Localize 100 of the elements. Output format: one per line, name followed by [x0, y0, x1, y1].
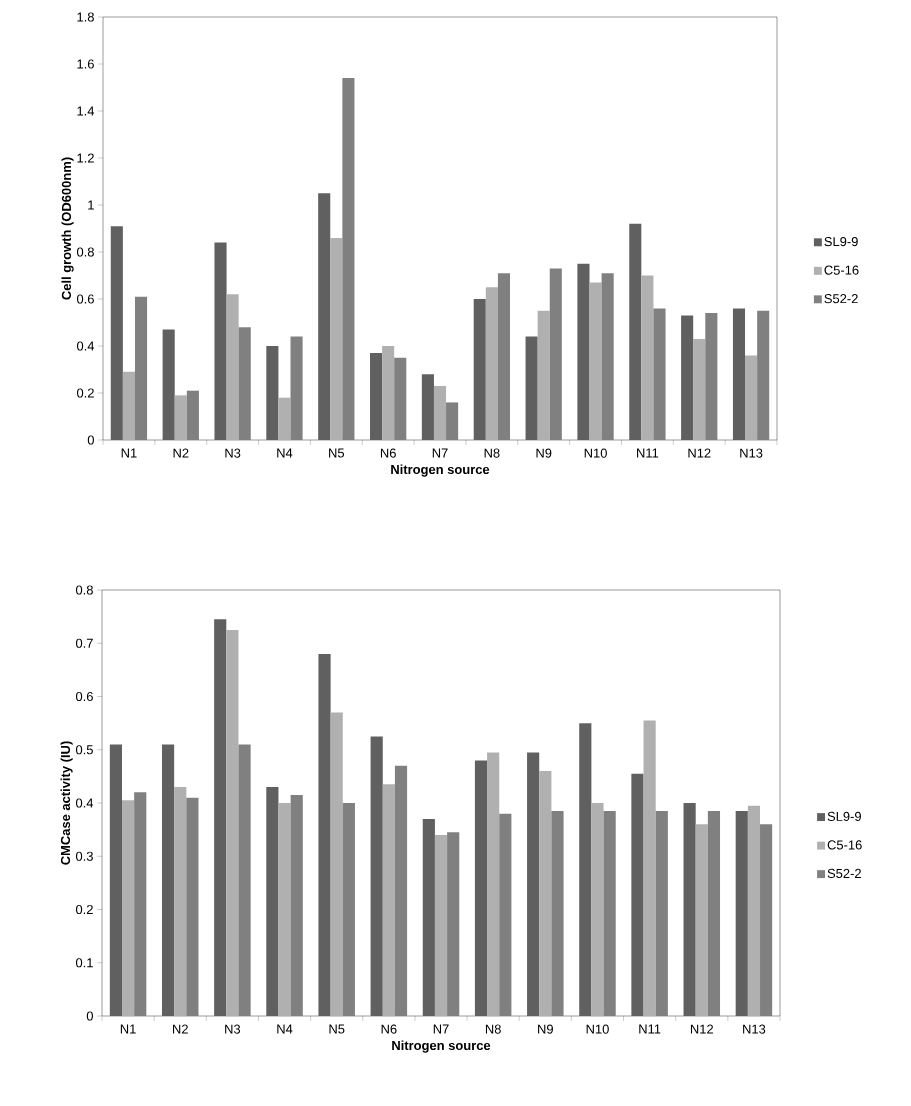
- bar: [760, 824, 773, 1016]
- bar: [447, 832, 460, 1016]
- x-tick-label: N10: [584, 448, 607, 458]
- bar: [186, 797, 199, 1016]
- bar: [485, 287, 498, 440]
- bar: [705, 313, 718, 440]
- bar: [382, 346, 395, 440]
- x-tick-label: N2: [173, 1024, 188, 1034]
- bar: [214, 242, 227, 440]
- y-tick-label: 0.6: [75, 691, 93, 702]
- bar: [370, 353, 383, 440]
- bar: [732, 308, 746, 440]
- y-tick-label: 1.4: [77, 106, 95, 116]
- x-axis-title: Nitrogen source: [391, 464, 490, 477]
- bar: [695, 824, 708, 1016]
- y-axis-title: Cell growth (OD600nm): [61, 157, 74, 300]
- y-tick-label: 0.8: [75, 585, 93, 595]
- bar: [161, 744, 175, 1016]
- y-tick-label: 1.8: [77, 12, 94, 22]
- bar: [591, 803, 604, 1016]
- x-tick-label: N2: [173, 448, 189, 458]
- bar: [330, 712, 343, 1016]
- x-tick-label: N9: [536, 448, 552, 458]
- bar: [603, 810, 616, 1016]
- bar: [579, 723, 592, 1016]
- x-tick-label: N7: [432, 448, 448, 458]
- bar: [549, 268, 562, 440]
- y-tick-label: 0.6: [76, 294, 94, 304]
- y-axis-title: CMCase activity (IU): [60, 741, 73, 865]
- x-tick-label: N8: [485, 1024, 501, 1034]
- bar: [434, 834, 448, 1016]
- bar: [589, 282, 602, 440]
- bar: [745, 355, 758, 440]
- legend-label: C5-16: [827, 840, 862, 850]
- x-tick-label: N9: [538, 1024, 553, 1034]
- y-tick-label: 0.4: [75, 798, 94, 808]
- bar: [278, 397, 291, 440]
- bar: [394, 765, 408, 1016]
- bar: [629, 223, 642, 440]
- x-tick-label: N3: [225, 1024, 241, 1034]
- bar: [653, 308, 666, 440]
- y-tick-label: 0.4: [76, 341, 95, 351]
- legend-label: S52-2: [827, 868, 861, 879]
- bar: [238, 327, 251, 440]
- bar: [747, 805, 761, 1016]
- y-tick-label: 0: [87, 435, 94, 445]
- bar: [382, 784, 395, 1016]
- legend-label: SL9-9: [827, 811, 861, 821]
- x-tick-label: N4: [277, 448, 293, 458]
- x-tick-label: N7: [433, 1024, 449, 1034]
- y-tick-label: 1.6: [77, 59, 94, 69]
- x-axis-title: Nitrogen source: [392, 1040, 491, 1053]
- x-tick-label: N13: [740, 448, 763, 458]
- bar: [539, 771, 552, 1016]
- bar: [174, 787, 187, 1016]
- bar: [681, 315, 694, 440]
- x-tick-label: N1: [120, 1024, 136, 1034]
- x-tick-label: N1: [121, 448, 137, 458]
- bar: [370, 736, 383, 1016]
- bar: [134, 792, 147, 1016]
- bar: [433, 385, 447, 440]
- y-tick-label: 0: [86, 1011, 93, 1021]
- y-tick-label: 0.3: [75, 851, 93, 861]
- bar: [122, 371, 135, 440]
- bar: [655, 810, 668, 1016]
- x-tick-label: N5: [329, 1024, 345, 1034]
- bar: [497, 273, 510, 440]
- bar: [330, 237, 343, 440]
- bar: [174, 395, 187, 440]
- bar: [290, 795, 303, 1016]
- x-tick-label: N11: [639, 1024, 661, 1034]
- x-tick-label: N8: [484, 448, 500, 458]
- y-tick-label: 1: [88, 200, 94, 210]
- y-tick-label: 0.2: [76, 388, 94, 398]
- bar: [757, 310, 770, 440]
- bar: [446, 402, 459, 440]
- bar: [537, 310, 550, 440]
- bar: [631, 773, 644, 1016]
- bar: [342, 803, 355, 1016]
- bar: [226, 629, 239, 1016]
- bar: [342, 78, 355, 440]
- bar: [121, 800, 135, 1016]
- x-tick-label: N10: [586, 1024, 609, 1034]
- bar: [527, 752, 540, 1016]
- bar: [266, 787, 279, 1016]
- bar: [318, 653, 331, 1016]
- y-tick-label: 0.5: [75, 745, 93, 755]
- bar: [641, 275, 654, 440]
- bar: [422, 818, 435, 1016]
- bar: [693, 338, 706, 440]
- bar: [214, 619, 227, 1016]
- bar: [186, 390, 199, 440]
- bar: [601, 273, 614, 440]
- x-tick-label: N5: [329, 448, 345, 458]
- bar: [110, 226, 123, 440]
- y-tick-label: 0.1: [75, 958, 93, 968]
- bar: [473, 299, 486, 440]
- x-tick-label: N11: [637, 448, 659, 458]
- legend-label: S52-2: [824, 294, 858, 304]
- bar: [707, 810, 721, 1016]
